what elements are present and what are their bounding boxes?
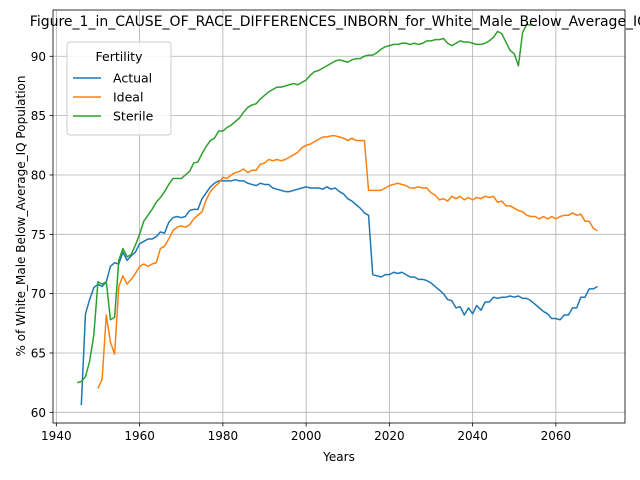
- x-axis-ticks: 1940 1960 1980 2000 2020 2040 2060: [41, 423, 571, 443]
- y-tick-label: 70: [31, 287, 46, 301]
- x-tick-label: 2000: [291, 429, 322, 443]
- legend-label-actual: Actual: [113, 71, 152, 86]
- series-line-ideal: [97, 135, 598, 389]
- y-tick-label: 65: [31, 346, 46, 360]
- x-tick-label: 1940: [41, 429, 72, 443]
- y-tick-label: 60: [31, 406, 46, 420]
- y-axis-ticks: 60 65 70 75 80 85 90: [31, 50, 53, 420]
- legend-label-ideal: Ideal: [113, 90, 143, 105]
- grid: [53, 10, 625, 423]
- legend-title: Fertility: [96, 49, 144, 64]
- y-tick-label: 90: [31, 50, 46, 64]
- x-tick-label: 2040: [457, 429, 488, 443]
- legend: Fertility Actual Ideal Sterile: [66, 41, 172, 136]
- legend-label-sterile: Sterile: [113, 109, 154, 124]
- plot-area-frame: [52, 9, 626, 424]
- legend-items: Actual Ideal Sterile: [73, 71, 154, 124]
- legend-box: [66, 41, 172, 136]
- series-line-sterile: [76, 23, 532, 384]
- x-tick-label: 1960: [124, 429, 155, 443]
- chart-title: Figure_1_in_CAUSE_OF_RACE_DIFFERENCES_IN…: [30, 14, 640, 30]
- x-tick-label: 1980: [208, 429, 239, 443]
- x-tick-label: 2060: [541, 429, 572, 443]
- series-lines: [76, 23, 598, 406]
- y-tick-label: 80: [31, 168, 46, 182]
- y-axis-label: % of White_Male Below_Average_IQ Populat…: [14, 76, 28, 357]
- x-tick-label: 2020: [374, 429, 405, 443]
- y-tick-label: 85: [31, 109, 46, 123]
- series-line-actual: [80, 178, 598, 406]
- y-tick-label: 75: [31, 228, 46, 242]
- x-axis-label: Years: [322, 450, 355, 464]
